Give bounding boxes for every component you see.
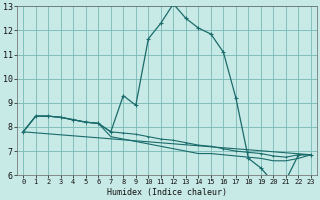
X-axis label: Humidex (Indice chaleur): Humidex (Indice chaleur) bbox=[107, 188, 227, 197]
